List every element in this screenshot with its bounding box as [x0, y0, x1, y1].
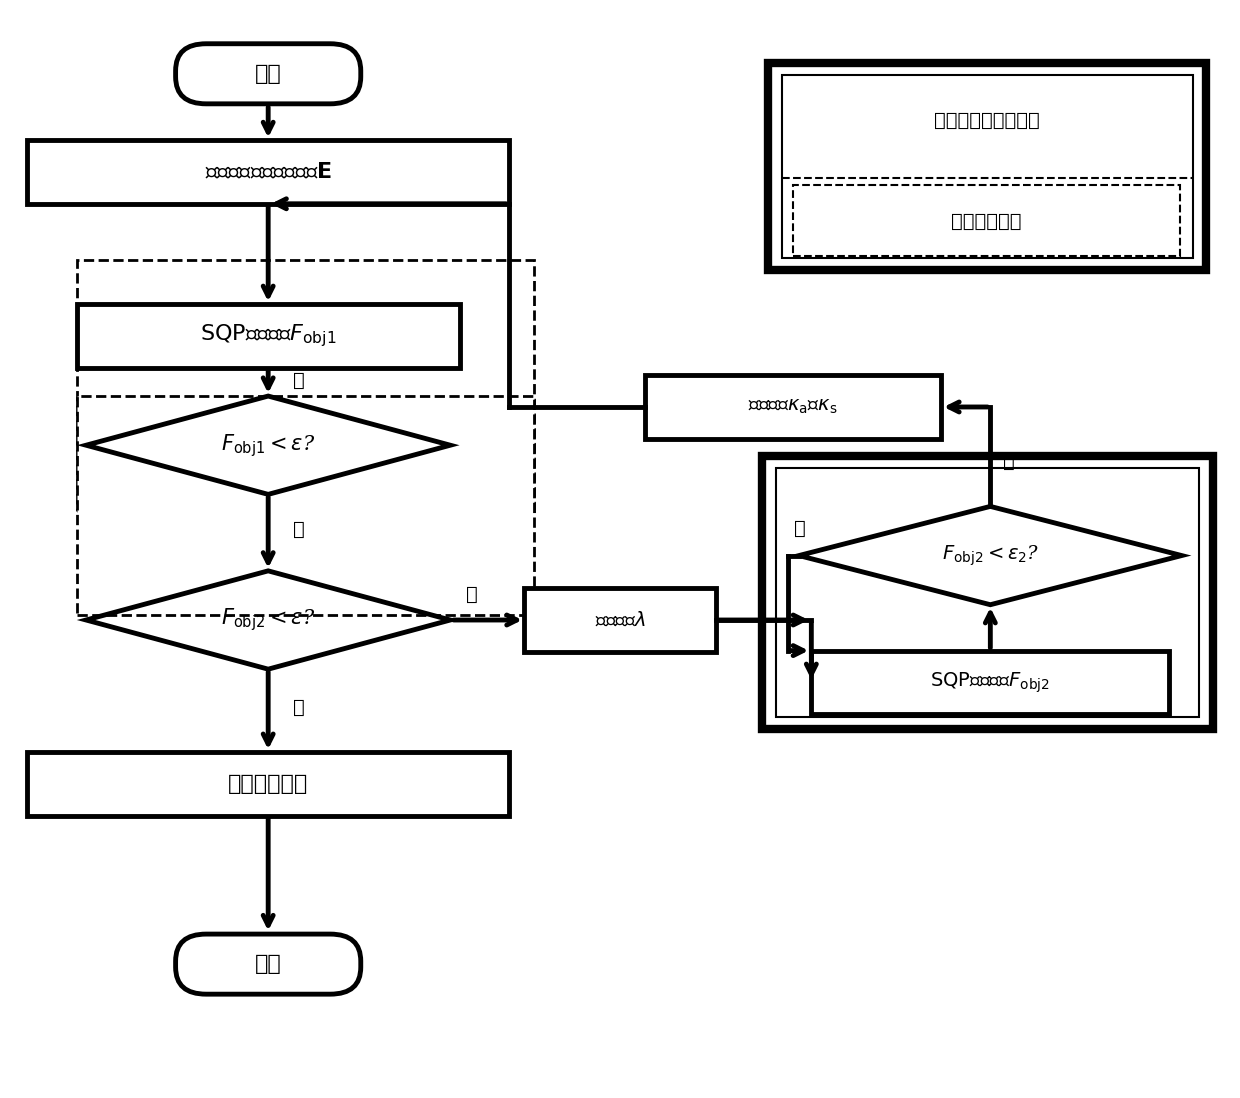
Bar	[768, 63, 1207, 270]
Text: 给定初始物性参数向量$\mathbf{E}$: 给定初始物性参数向量$\mathbf{E}$	[205, 163, 332, 182]
Text: 更新参数$\kappa_{\mathrm{a}}$和$\kappa_{\mathrm{s}}$: 更新参数$\kappa_{\mathrm{a}}$和$\kappa_{\math…	[748, 397, 837, 416]
Text: 是: 是	[1003, 452, 1014, 471]
FancyBboxPatch shape	[176, 934, 361, 994]
Bar	[792, 186, 1180, 256]
Bar	[775, 468, 1199, 717]
Text: 否: 否	[466, 584, 477, 604]
Bar	[645, 376, 941, 439]
Bar	[77, 396, 533, 615]
Bar	[761, 456, 1213, 729]
Text: 是: 是	[293, 698, 305, 717]
Text: SQP方案优化$F_{\mathrm{obj1}}$: SQP方案优化$F_{\mathrm{obj1}}$	[200, 323, 336, 349]
Text: $F_{\mathrm{obj2}} < \varepsilon$?: $F_{\mathrm{obj2}} < \varepsilon$?	[221, 606, 315, 634]
Bar	[811, 651, 1169, 714]
Text: 输出测量结果: 输出测量结果	[228, 774, 309, 794]
Bar	[525, 589, 715, 652]
Bar	[77, 304, 460, 368]
Text: SQP方案优化$F_{\mathrm{obj2}}$: SQP方案优化$F_{\mathrm{obj2}}$	[930, 670, 1050, 695]
FancyBboxPatch shape	[176, 44, 361, 104]
Text: 结束: 结束	[254, 954, 281, 974]
Text: 是: 是	[293, 519, 305, 539]
Text: 更新参数$\lambda$: 更新参数$\lambda$	[594, 610, 646, 629]
Text: $F_{\mathrm{obj1}} < \varepsilon$?: $F_{\mathrm{obj1}} < \varepsilon$?	[221, 432, 315, 459]
Text: 导热系数优化: 导热系数优化	[951, 212, 1022, 231]
Bar	[77, 259, 533, 511]
Text: 否: 否	[794, 519, 806, 538]
Text: $F_{\mathrm{obj2}} < \varepsilon_2$?: $F_{\mathrm{obj2}} < \varepsilon_2$?	[941, 544, 1039, 568]
Bar	[781, 75, 1193, 258]
Text: 是: 是	[293, 371, 305, 390]
Bar	[27, 141, 508, 204]
Bar	[27, 752, 508, 816]
Text: 吸收、散射系数优化: 吸收、散射系数优化	[934, 111, 1039, 131]
Text: 开始: 开始	[254, 64, 281, 83]
